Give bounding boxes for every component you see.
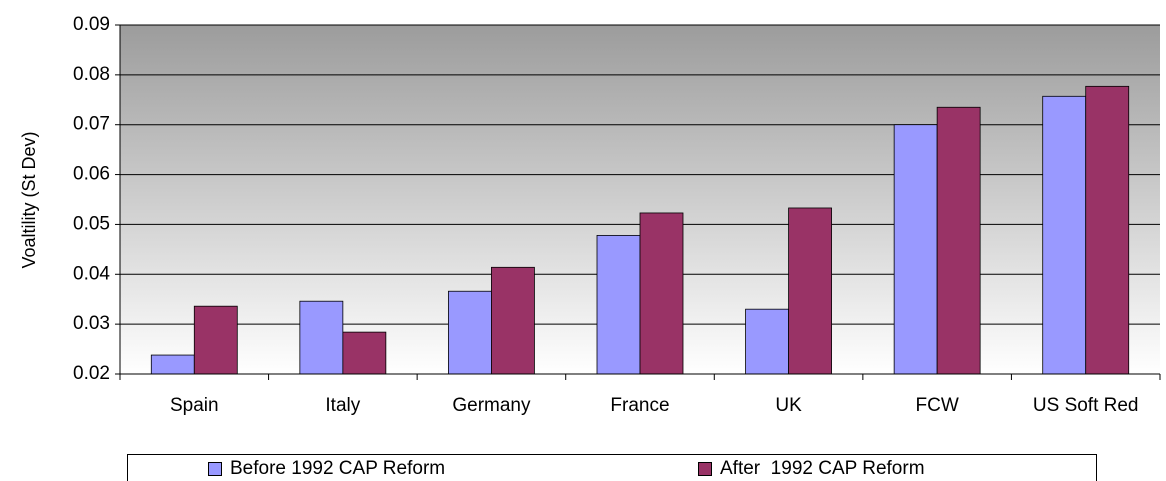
legend-item: Before 1992 CAP Reform xyxy=(208,458,445,480)
bar xyxy=(1085,85,1130,375)
x-tick-label: FCW xyxy=(915,395,959,416)
y-axis-label: Voaltility (St Dev) xyxy=(19,131,39,268)
bar xyxy=(596,234,641,375)
x-tick-label: Spain xyxy=(169,395,219,416)
bar xyxy=(150,354,195,375)
bar xyxy=(745,308,789,375)
x-tick-label: UK xyxy=(775,395,802,416)
x-tick-label: Germany xyxy=(452,395,531,416)
y-tick-label: 0.09 xyxy=(73,14,110,35)
y-tick-label: 0.05 xyxy=(73,213,110,234)
y-tick-label: 0.02 xyxy=(73,363,110,384)
y-tick-label: 0.06 xyxy=(73,164,110,185)
bar xyxy=(299,300,344,375)
y-tick-label: 0.03 xyxy=(73,313,110,334)
bar xyxy=(936,106,981,375)
legend-label: Before 1992 CAP Reform xyxy=(230,458,446,479)
legend-swatch xyxy=(208,462,222,476)
bar xyxy=(491,266,535,375)
bar xyxy=(639,212,684,375)
x-tick-label: France xyxy=(610,395,670,416)
chart: Voaltility (St Dev) 0.02 0.03 0.04 0.05 0.06… xyxy=(19,14,1161,384)
bar xyxy=(193,305,238,375)
bar xyxy=(788,207,832,375)
bar xyxy=(448,290,492,375)
bar xyxy=(893,124,938,375)
legend-label: After 1992 CAP Reform xyxy=(720,458,925,479)
legend-item: After 1992 CAP Reform xyxy=(698,458,925,480)
y-tick-label: 0.07 xyxy=(73,114,110,135)
y-tick-label: 0.08 xyxy=(73,64,110,85)
x-tick-label: Italy xyxy=(325,395,361,416)
x-tick-label: US Soft Red xyxy=(1032,395,1139,416)
bar xyxy=(1042,95,1087,375)
bar xyxy=(342,331,387,375)
legend: Before 1992 CAP Reform After 1992 CAP Ref… xyxy=(127,454,1097,481)
y-tick-label: 0.04 xyxy=(73,263,110,284)
legend-swatch xyxy=(698,462,712,476)
